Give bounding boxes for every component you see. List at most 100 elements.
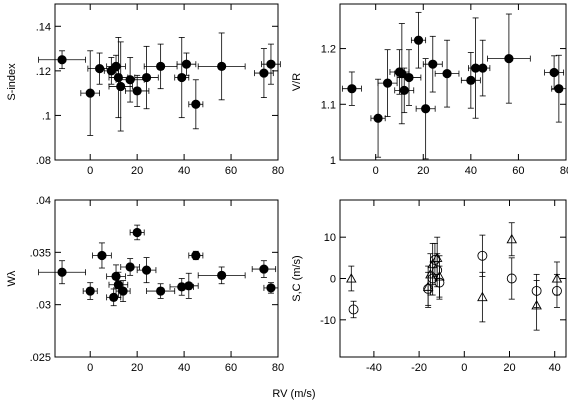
panel-4-point-triangle	[531, 299, 542, 310]
panel-1-point	[111, 61, 121, 71]
panel-3-frame	[54, 199, 279, 358]
panel-3-point	[141, 265, 152, 275]
panel-3-point	[109, 292, 119, 302]
figure-xlabel: RV (m/s)	[272, 388, 315, 400]
panel-2-xtick-label: 40	[465, 165, 477, 177]
panel-2-point	[413, 35, 424, 45]
panel-2-point	[382, 78, 393, 88]
panel-3-point	[266, 283, 276, 293]
panel-2-xtick-label: 80	[560, 165, 568, 177]
panel-1-point	[259, 68, 269, 78]
panel-2-point	[549, 67, 559, 78]
panel-2-point	[399, 85, 409, 95]
panel-2-xtick-label: 0	[373, 165, 379, 177]
panel-2-ytick-label: 1.2	[321, 44, 336, 56]
panel-3-point	[85, 286, 95, 296]
panel-4-point-triangle	[506, 233, 518, 244]
panel-1-point	[156, 61, 166, 71]
panel-3-point	[184, 281, 194, 291]
panel-2-point	[428, 59, 438, 69]
panel-3-point	[217, 270, 227, 280]
panel-1-ytick-label: .1	[42, 110, 51, 122]
panel-3-ytick-label: .025	[30, 352, 51, 364]
panel-2-point	[347, 84, 357, 94]
panel-1-point	[113, 72, 123, 83]
panel-3-xtick-label: 20	[131, 362, 143, 374]
panel-1-point	[177, 72, 187, 83]
panel-2-ytick-label: 1.1	[321, 99, 336, 111]
panel-4-xtick-label: 40	[549, 362, 561, 374]
panel-4-ylabel: S,C (m/s)	[291, 255, 303, 301]
panel-1-point	[141, 72, 152, 83]
panel-2-point	[466, 75, 476, 85]
panel-3-point	[97, 250, 107, 261]
panel-4-ytick-label: 0	[330, 274, 336, 286]
panel-4-xtick-label: 20	[503, 362, 515, 374]
panel-2-point	[554, 84, 564, 94]
panel-3-ytick-label: .035	[30, 247, 51, 259]
panel-2-frame	[339, 3, 567, 161]
panel-4-xtick-label: -20	[411, 362, 427, 374]
panel-3-ytick-label: .03	[36, 300, 51, 312]
panel-1-point	[85, 88, 95, 98]
panel-1-xtick-label: 20	[131, 165, 143, 177]
panel-4-ytick-label: -10	[320, 315, 336, 327]
panel-1-point	[95, 64, 105, 74]
panel-3-point	[156, 286, 166, 296]
panel-2-ytick-label: 1	[330, 155, 336, 167]
panel-2-point	[404, 72, 414, 83]
panel-2-point	[504, 54, 514, 64]
panel-3-point	[125, 262, 135, 272]
panel-2-point	[442, 69, 452, 79]
panel-4-point-circle	[348, 304, 359, 315]
panel-3-xtick-label: 80	[272, 362, 284, 374]
panel-3-xtick-label: 0	[87, 362, 93, 374]
panel-1-xtick-label: 40	[178, 165, 190, 177]
panel-1-ytick-label: .12	[36, 66, 51, 78]
panel-3-point	[113, 280, 123, 290]
panel-1-point	[217, 61, 227, 71]
panel-3-point	[111, 271, 121, 282]
panel-1-point	[266, 59, 276, 69]
panel-2-point	[373, 113, 383, 123]
panel-3-xtick-label: 60	[225, 362, 237, 374]
panel-3-xtick-label: 40	[178, 362, 190, 374]
panel-4-point-triangle	[434, 271, 445, 281]
panel-1-ylabel: S-index	[6, 63, 18, 101]
panel-4-ytick-label: 10	[324, 232, 336, 244]
panel-1-xtick-label: 60	[225, 165, 237, 177]
panel-4-point-circle	[477, 250, 488, 261]
panel-2-point	[421, 104, 431, 114]
panel-1-xtick-label: 0	[87, 165, 93, 177]
panel-1-ytick-label: .14	[36, 21, 51, 33]
panel-3-point	[191, 250, 201, 261]
panel-4-point-triangle	[427, 258, 438, 269]
panel-3-point	[57, 267, 67, 277]
panel-4-xtick-label: 0	[461, 362, 467, 374]
panel-2-point	[478, 63, 488, 73]
panel-1-point	[57, 55, 67, 65]
panel-1-xtick-label: 80	[272, 165, 284, 177]
panel-1-point	[132, 86, 142, 96]
panel-4-point-triangle	[477, 291, 488, 302]
panel-2-xtick-label: 20	[417, 165, 429, 177]
panel-3-point	[132, 227, 142, 238]
panel-3-point	[118, 286, 128, 296]
panel-4-point-triangle	[551, 273, 563, 283]
panel-1-frame	[54, 3, 279, 161]
panel-1-point	[116, 81, 126, 92]
panel-3-ytick-label: .04	[36, 195, 51, 207]
panel-4-point-triangle	[346, 273, 357, 283]
panel-1-point	[125, 75, 135, 85]
panel-2-xtick-label: 60	[512, 165, 524, 177]
panel-4-xtick-label: -40	[366, 362, 382, 374]
panel-4-point-circle	[506, 273, 517, 284]
panel-2-ylabel: V/R	[291, 73, 303, 91]
panel-4-frame	[339, 199, 567, 358]
panel-3-point	[259, 264, 269, 274]
panel-1-point	[181, 59, 192, 69]
panel-1-ytick-label: .08	[36, 155, 51, 167]
panel-1-point	[191, 99, 201, 109]
panel-3-ylabel: Wλ	[6, 270, 18, 286]
